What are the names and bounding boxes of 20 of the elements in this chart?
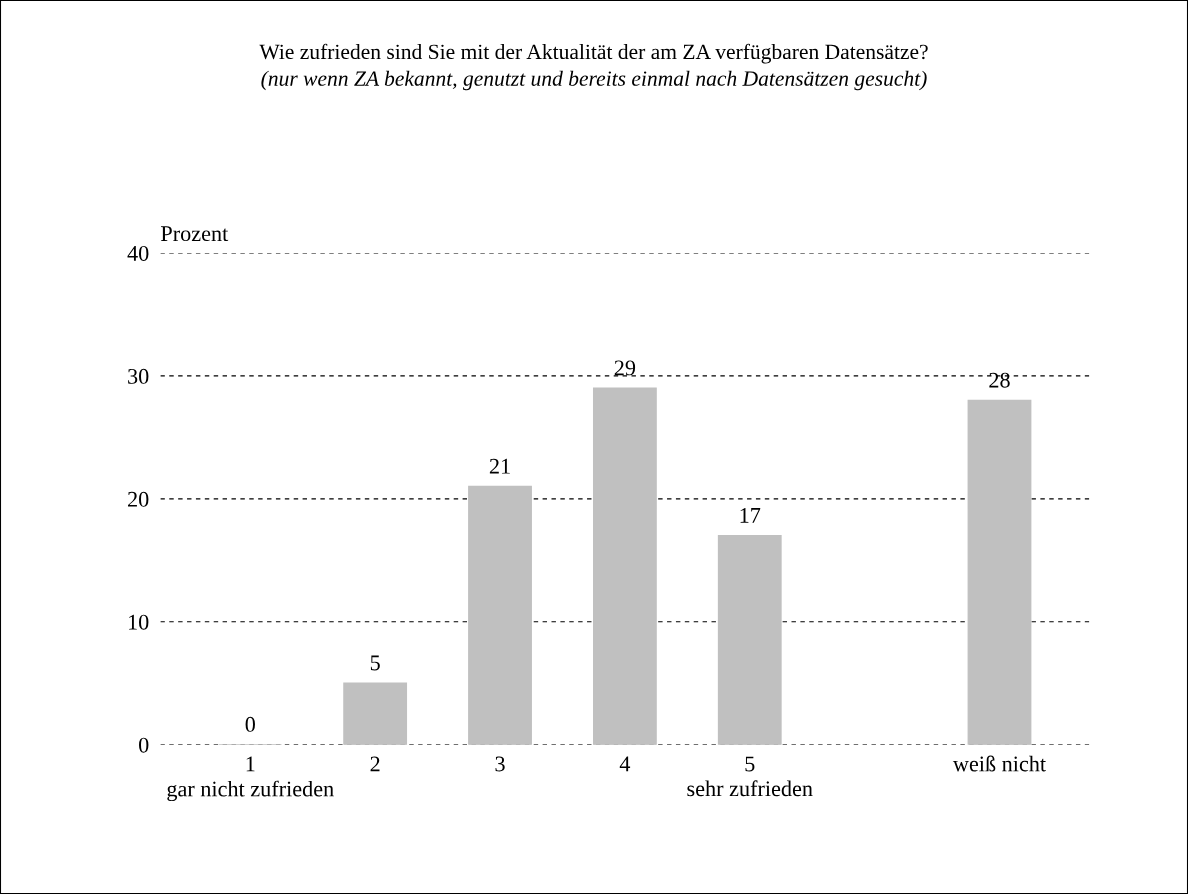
data-label: 17	[740, 507, 761, 523]
y-tick-label: 10	[129, 614, 149, 630]
y-axis-title: Prozent	[161, 226, 229, 242]
y-tick-label: 20	[128, 491, 149, 507]
chart-subtitle: (nur wenn ZA bekannt, genutzt und bereits einmal nach Datensätzen gesucht)	[261, 70, 927, 91]
x-tick-label: 3	[495, 756, 505, 772]
x-tick-label: 5 sehr zufrieden	[687, 756, 813, 797]
x-tick-label: weiß nicht	[952, 755, 1046, 772]
x-tick-label: 2	[370, 756, 380, 772]
y-tick-label: 40	[127, 245, 149, 261]
x-tick-label: 4	[619, 756, 631, 772]
data-label: 5	[370, 655, 380, 671]
data-label: 28	[989, 372, 1010, 388]
data-label: 29	[614, 360, 636, 376]
data-label: 21	[489, 458, 510, 474]
y-tick-label: 0	[139, 737, 149, 753]
y-tick-label: 30	[128, 368, 149, 384]
x-tick-label: 1 gar nicht zufrieden	[167, 756, 334, 802]
data-label: 0	[245, 716, 255, 732]
chart-title: Wie zufrieden sind Sie mit der Aktualität der am ZA verfügbaren Datensätze?	[259, 43, 928, 64]
